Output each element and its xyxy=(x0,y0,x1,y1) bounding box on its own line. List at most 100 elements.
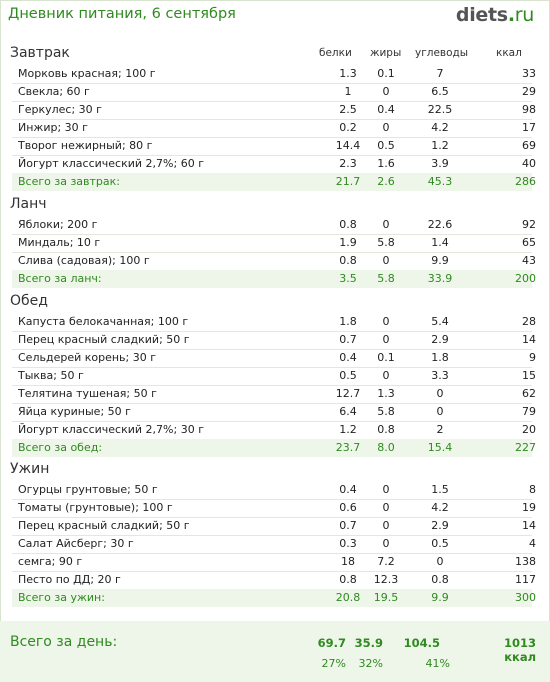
kcal-value: 20 xyxy=(522,423,536,436)
fat-value: 2.6 xyxy=(377,175,395,188)
protein-value: 1.8 xyxy=(339,315,357,328)
food-name: Йогурт классический 2,7%; 60 г xyxy=(18,157,204,170)
carbs-value: 3.3 xyxy=(431,369,449,382)
protein-value: 1 xyxy=(344,85,352,98)
food-name: Йогурт классический 2,7%; 30 г xyxy=(18,423,204,436)
carbs-value: 7 xyxy=(436,67,444,80)
protein-value: 3.5 xyxy=(339,272,357,285)
kcal-value: 17 xyxy=(522,121,536,134)
day-total-carbs: 104.5 xyxy=(403,636,440,650)
fat-value: 0 xyxy=(382,501,390,514)
food-name: Яблоки; 200 г xyxy=(18,218,98,231)
food-name: Слива (садовая); 100 г xyxy=(18,254,150,267)
carbs-value: 4.2 xyxy=(431,121,449,134)
food-name: Инжир; 30 г xyxy=(18,121,88,134)
carbs-value: 4.2 xyxy=(431,501,449,514)
kcal-value: 19 xyxy=(522,501,536,514)
meal-total-row: Всего за ланч: 3.5 5.8 33.9 200 xyxy=(12,270,536,288)
logo-tld: ru xyxy=(514,4,535,26)
food-row: Творог нежирный; 80 г 14.4 0.5 1.2 69 xyxy=(12,137,536,156)
fat-value: 0.1 xyxy=(377,67,395,80)
carbs-value: 15.4 xyxy=(427,441,453,454)
protein-value: 0.4 xyxy=(339,351,357,364)
fat-value: 0 xyxy=(382,254,390,267)
protein-value: 1.9 xyxy=(339,236,357,249)
fat-value: 8.0 xyxy=(377,441,395,454)
protein-value: 1.3 xyxy=(339,67,357,80)
kcal-value: 40 xyxy=(522,157,536,170)
kcal-value: 9 xyxy=(529,351,536,364)
food-row: Телятина тушеная; 50 г 12.7 1.3 0 62 xyxy=(12,385,536,404)
carbs-value: 0.8 xyxy=(431,573,449,586)
food-row: Свекла; 60 г 1 0 6.5 29 xyxy=(12,83,536,102)
food-row: Салат Айсберг; 30 г 0.3 0 0.5 4 xyxy=(12,535,536,554)
protein-value: 2.3 xyxy=(339,157,357,170)
day-total-protein-pct: 27% xyxy=(321,657,346,670)
food-name: Всего за ланч: xyxy=(18,272,102,285)
fat-value: 5.8 xyxy=(377,236,395,249)
food-row: Тыква; 50 г 0.5 0 3.3 15 xyxy=(12,367,536,386)
carbs-value: 22.5 xyxy=(427,103,453,116)
protein-value: 6.4 xyxy=(339,405,357,418)
food-name: Всего за ужин: xyxy=(18,591,105,604)
carbs-value: 0 xyxy=(436,387,444,400)
protein-value: 0.7 xyxy=(339,333,357,346)
protein-value: 0.8 xyxy=(339,218,357,231)
col-header-protein: белки xyxy=(319,47,352,59)
fat-value: 0.8 xyxy=(377,423,395,436)
fat-value: 5.8 xyxy=(377,405,395,418)
food-row: Геркулес; 30 г 2.5 0.4 22.5 98 xyxy=(12,101,536,120)
food-row: семга; 90 г 18 7.2 0 138 xyxy=(12,553,536,572)
food-row: Слива (садовая); 100 г 0.8 0 9.9 43 xyxy=(12,252,536,271)
food-row: Миндаль; 10 г 1.9 5.8 1.4 65 xyxy=(12,234,536,253)
protein-value: 0.8 xyxy=(339,573,357,586)
food-name: Перец красный сладкий; 50 г xyxy=(18,333,190,346)
site-logo[interactable]: diets.ru xyxy=(456,4,534,26)
day-total-label: Всего за день: xyxy=(10,634,118,650)
kcal-value: 14 xyxy=(522,519,536,532)
meal-total-row: Всего за завтрак: 21.7 2.6 45.3 286 xyxy=(12,173,536,191)
food-name: Геркулес; 30 г xyxy=(18,103,102,116)
carbs-value: 45.3 xyxy=(427,175,453,188)
kcal-value: 300 xyxy=(515,591,536,604)
kcal-value: 28 xyxy=(522,315,536,328)
food-name: Салат Айсберг; 30 г xyxy=(18,537,134,550)
kcal-value: 79 xyxy=(522,405,536,418)
carbs-value: 1.2 xyxy=(431,139,449,152)
protein-value: 20.8 xyxy=(335,591,361,604)
food-row: Йогурт классический 2,7%; 30 г 1.2 0.8 2 20 xyxy=(12,421,536,440)
fat-value: 7.2 xyxy=(377,555,395,568)
carbs-value: 3.9 xyxy=(431,157,449,170)
carbs-value: 0 xyxy=(436,555,444,568)
day-total-carbs-pct: 41% xyxy=(425,657,450,670)
protein-value: 0.6 xyxy=(339,501,357,514)
kcal-value: 117 xyxy=(515,573,536,586)
protein-value: 2.5 xyxy=(339,103,357,116)
food-row: Йогурт классический 2,7%; 60 г 2.3 1.6 3.9 4… xyxy=(12,155,536,174)
food-name: Яйца куриные; 50 г xyxy=(18,405,131,418)
col-header-kcal: ккал xyxy=(496,47,522,59)
food-name: Перец красный сладкий; 50 г xyxy=(18,519,190,532)
kcal-value: 227 xyxy=(515,441,536,454)
kcal-value: 8 xyxy=(529,483,536,496)
fat-value: 0 xyxy=(382,315,390,328)
page-title: Дневник питания, 6 сентября xyxy=(8,6,236,22)
carbs-value: 6.5 xyxy=(431,85,449,98)
meal-section-title: Ланч xyxy=(10,196,47,212)
food-row: Инжир; 30 г 0.2 0 4.2 17 xyxy=(12,119,536,138)
logo-brand: diets xyxy=(455,4,508,26)
carbs-value: 1.4 xyxy=(431,236,449,249)
kcal-value: 200 xyxy=(515,272,536,285)
carbs-value: 1.8 xyxy=(431,351,449,364)
food-name: Миндаль; 10 г xyxy=(18,236,101,249)
day-total-protein: 69.7 xyxy=(317,636,346,650)
meal-section-title: Обед xyxy=(10,293,48,309)
food-name: Огурцы грунтовые; 50 г xyxy=(18,483,158,496)
food-row: Морковь красная; 100 г 1.3 0.1 7 33 xyxy=(12,65,536,84)
food-name: Капуста белокачанная; 100 г xyxy=(18,315,189,328)
day-total-kcal: 1013 ккал xyxy=(503,636,536,664)
carbs-value: 2.9 xyxy=(431,333,449,346)
food-row: Яйца куриные; 50 г 6.4 5.8 0 79 xyxy=(12,403,536,422)
kcal-value: 43 xyxy=(522,254,536,267)
day-total-panel: Всего за день: 69.7 35.9 104.5 1013 ккал… xyxy=(0,621,550,682)
